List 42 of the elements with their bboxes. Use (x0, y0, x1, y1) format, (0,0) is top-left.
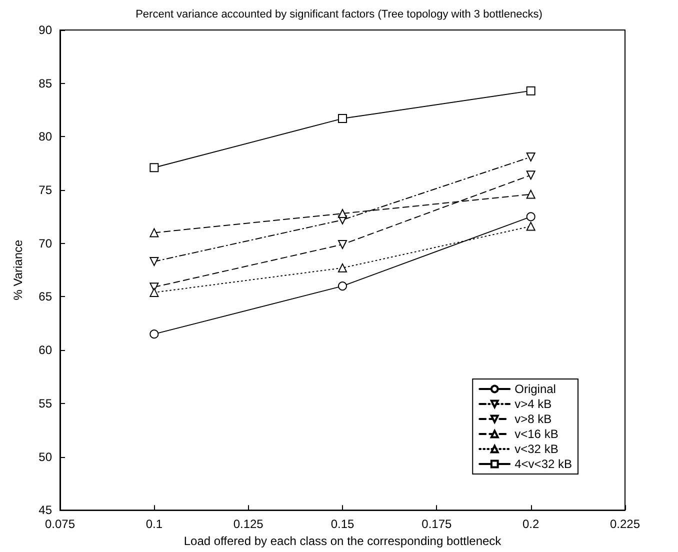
y-axis-title: % Variance (11, 239, 25, 300)
point (150, 330, 159, 339)
point (150, 288, 159, 297)
legend-label: v>4 kB (514, 397, 552, 411)
point (338, 209, 347, 218)
point (338, 282, 347, 291)
point (526, 170, 536, 180)
y-tick-label: 55 (38, 396, 52, 410)
y-tick-label: 85 (38, 76, 52, 90)
chart-title: Percent variance accounted by significant factors (Tree topology with 3 bottlenecks) (136, 8, 542, 20)
x-tick-label: 0.125 (233, 517, 264, 532)
x-tick-label: 0.2 (522, 517, 540, 532)
x-tick-label: 0.1 (146, 517, 163, 532)
point (526, 190, 536, 199)
point (526, 212, 536, 222)
y-tick-label: 80 (38, 130, 52, 144)
x-tick-label: 0.15 (330, 517, 354, 532)
y-tick-label: 90 (38, 23, 52, 37)
y-tick-label: 65 (38, 290, 52, 304)
y-tick-label: 75 (38, 183, 52, 198)
point (526, 86, 536, 96)
point (150, 228, 159, 238)
y-tick-label: 45 (38, 503, 52, 518)
point (150, 257, 159, 266)
point (526, 152, 536, 162)
x-tick-label: 0.175 (422, 517, 452, 532)
point (150, 163, 159, 172)
legend-label: v>8 kB (514, 412, 552, 426)
legend-label: v<32 kB (514, 442, 558, 456)
x-tick-label: 0.075 (44, 517, 76, 532)
point (526, 222, 536, 231)
y-tick-label: 60 (38, 343, 52, 358)
x-axis-title: Load offered by each class on the corresponding bottleneck (184, 534, 502, 548)
legend-label: v<16 kB (514, 427, 558, 441)
point (338, 114, 347, 124)
legend-label: 4<v<32 kB (514, 457, 572, 471)
y-tick-label: 50 (38, 450, 52, 464)
legend-label: Original (514, 382, 556, 396)
point (338, 263, 347, 272)
point (338, 240, 347, 249)
x-tick-label: 0.225 (610, 517, 640, 532)
y-tick-label: 70 (38, 236, 52, 250)
